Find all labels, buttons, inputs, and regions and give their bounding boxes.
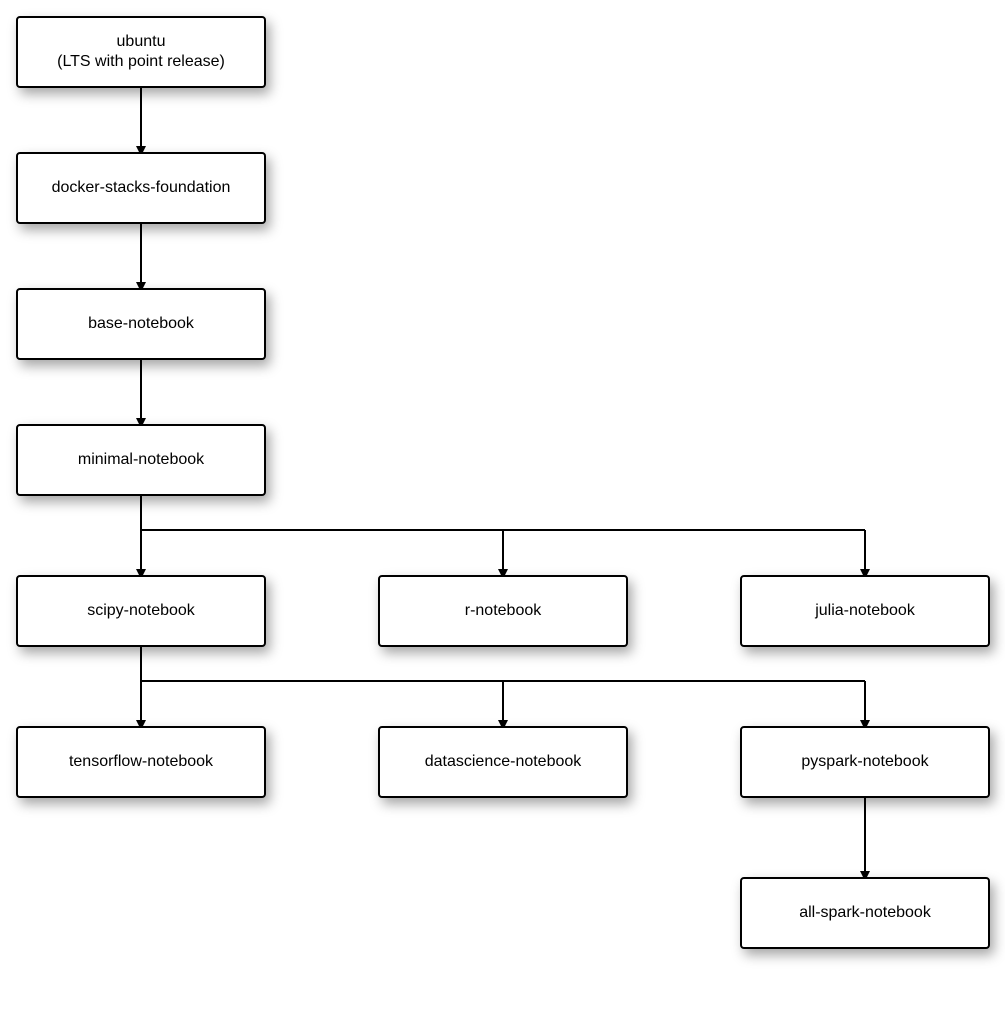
node-label-base: base-notebook xyxy=(88,315,195,332)
flowchart-canvas: ubuntu (LTS with point release) docker-sta… xyxy=(0,0,1005,1024)
node-pyspark: pyspark-notebook xyxy=(741,727,989,797)
node-label-r: r-notebook xyxy=(465,602,542,619)
node-label-ubuntu-line1: (LTS with point release) xyxy=(57,53,225,70)
node-foundation: docker-stacks-foundation xyxy=(17,153,265,223)
node-label-tensorflow: tensorflow-notebook xyxy=(69,753,214,770)
node-label-datascience: datascience-notebook xyxy=(425,753,583,770)
node-julia: julia-notebook xyxy=(741,576,989,646)
node-label-minimal: minimal-notebook xyxy=(78,451,205,468)
node-r: r-notebook xyxy=(379,576,627,646)
node-base: base-notebook xyxy=(17,289,265,359)
node-label-foundation: docker-stacks-foundation xyxy=(52,179,231,196)
node-label-pyspark: pyspark-notebook xyxy=(801,753,929,770)
node-scipy: scipy-notebook xyxy=(17,576,265,646)
node-ubuntu: ubuntu (LTS with point release) xyxy=(17,17,265,87)
node-datascience: datascience-notebook xyxy=(379,727,627,797)
node-label-allspark: all-spark-notebook xyxy=(799,904,932,921)
node-allspark: all-spark-notebook xyxy=(741,878,989,948)
node-minimal: minimal-notebook xyxy=(17,425,265,495)
node-rect-ubuntu xyxy=(17,17,265,87)
node-label-ubuntu-line0: ubuntu xyxy=(117,33,166,50)
node-label-scipy: scipy-notebook xyxy=(87,602,196,619)
node-label-julia: julia-notebook xyxy=(814,602,916,619)
node-tensorflow: tensorflow-notebook xyxy=(17,727,265,797)
